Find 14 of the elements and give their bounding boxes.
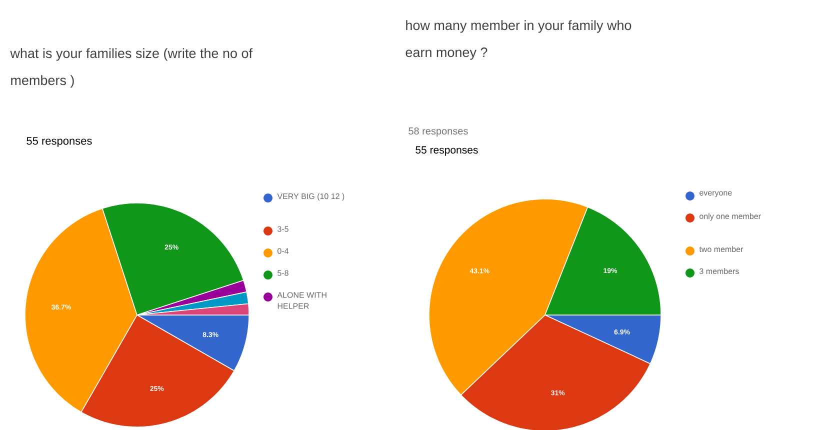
- chart-title: what is your families size (write the no of members ): [10, 48, 253, 88]
- chart-subtitle: 58 responses: [408, 127, 468, 137]
- legend-label: 3-5: [278, 226, 288, 232]
- legend-label: ALONE WITH HELPER: [277, 292, 326, 309]
- legend-label: two member: [699, 246, 744, 252]
- legend-label: 3 members: [700, 268, 739, 274]
- text: 55 responses: [416, 146, 478, 156]
- chart-subtitle: 55 responses: [26, 137, 92, 147]
- legend-label: VERY BIG (10 12 ): [277, 193, 344, 201]
- chart-title: how many member in your family who earn money ?: [406, 20, 632, 60]
- legend-label: 5-8: [278, 270, 288, 276]
- legend-label: only one member: [700, 213, 761, 221]
- legend-label: 0-4: [278, 248, 289, 254]
- legend-label: everyone: [700, 191, 732, 198]
